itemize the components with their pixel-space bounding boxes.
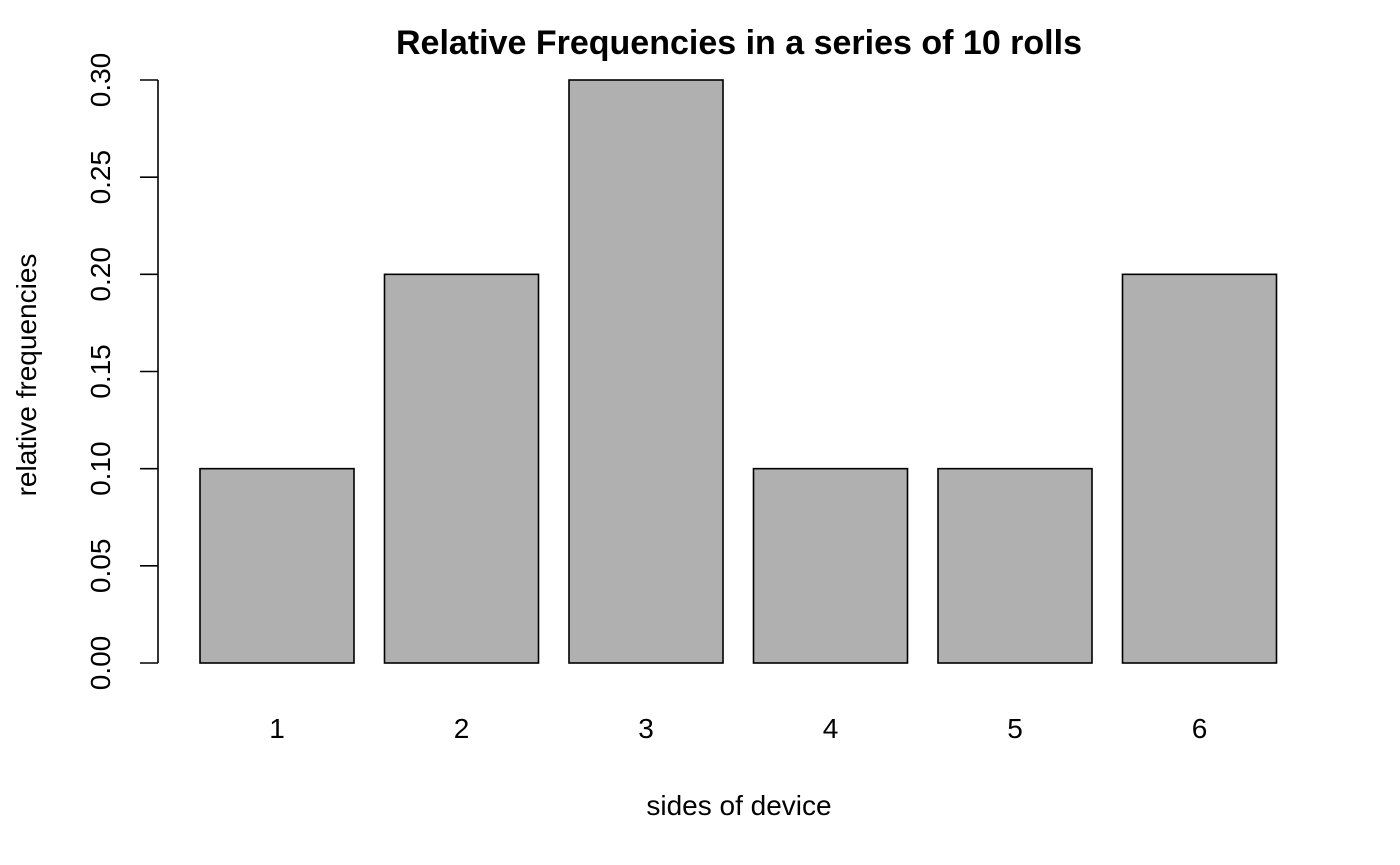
y-axis: 0.00 0.05 0.10 0.15 0.20 0.25 0.30 xyxy=(85,53,159,691)
bars xyxy=(199,79,1278,664)
y-tick-label: 0.30 xyxy=(85,53,116,108)
y-tick-label: 0.10 xyxy=(85,441,116,496)
y-tick-label: 0.20 xyxy=(85,247,116,302)
bar-2 xyxy=(383,273,540,664)
bar-3 xyxy=(568,79,724,664)
bar-1 xyxy=(199,467,355,664)
x-tick-label: 1 xyxy=(269,713,285,744)
x-tick-label: 4 xyxy=(823,713,839,744)
y-tick-label: 0.15 xyxy=(85,344,116,399)
bar-6 xyxy=(1121,273,1278,664)
y-tick-label: 0.00 xyxy=(85,636,116,691)
y-tick-label: 0.05 xyxy=(85,539,116,594)
x-tick-label: 3 xyxy=(638,713,654,744)
y-tick-label: 0.25 xyxy=(85,150,116,205)
x-tick-label: 5 xyxy=(1007,713,1023,744)
x-tick-labels: 1 2 3 4 5 6 xyxy=(269,713,1207,744)
x-axis-label: sides of device xyxy=(646,790,831,821)
bar-4 xyxy=(752,467,909,664)
y-axis-label: relative frequencies xyxy=(11,254,42,497)
chart-title: Relative Frequencies in a series of 10 r… xyxy=(396,24,1082,62)
x-tick-label: 6 xyxy=(1192,713,1208,744)
x-tick-label: 2 xyxy=(454,713,470,744)
bar-5 xyxy=(937,467,1093,664)
